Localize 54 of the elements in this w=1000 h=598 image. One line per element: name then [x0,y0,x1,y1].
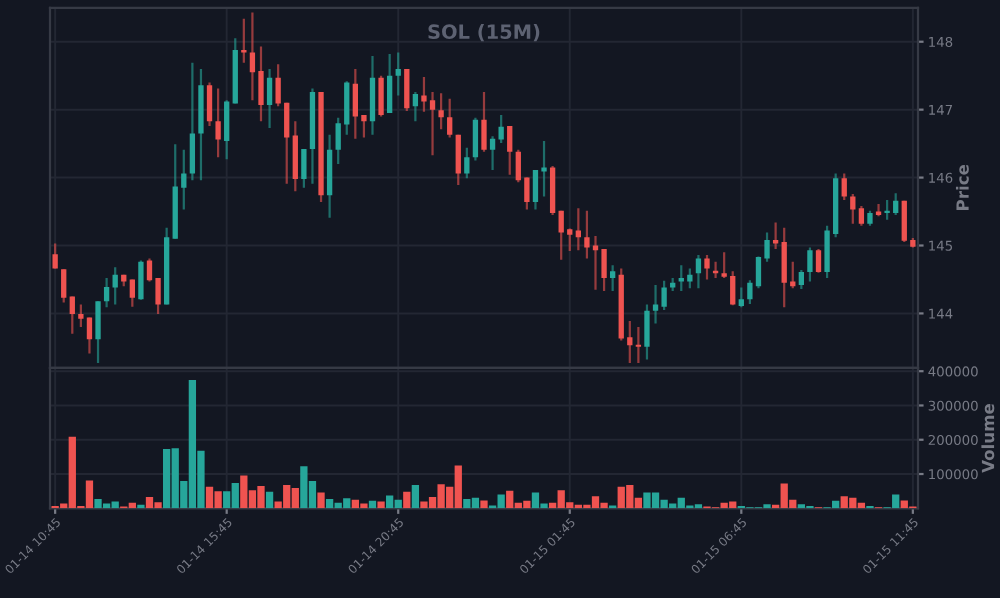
bar [506,490,514,509]
bar [591,496,600,509]
bar [531,492,540,509]
bar [85,480,94,509]
bar [617,486,625,509]
text: SOL (15M) [428,24,540,42]
bar [300,466,308,509]
bar [780,483,788,509]
bar [523,500,531,509]
bar [188,380,197,509]
bar [163,449,171,509]
bar [171,448,179,509]
bar [386,495,394,509]
bar [626,484,634,509]
bar [257,486,265,509]
bar [454,465,462,509]
bar [317,492,325,509]
bar [600,502,608,509]
bar [394,499,402,509]
bar [660,499,668,509]
bar [849,497,857,509]
bar [471,497,480,509]
bar [677,497,685,509]
bar [343,498,351,509]
bar [377,501,385,509]
y-axis-title: Price [955,164,969,210]
bar [111,501,119,509]
bar [325,499,334,509]
bar [145,496,154,509]
bar [437,484,445,509]
bar [231,482,239,509]
bar [94,499,102,509]
bar [360,503,368,509]
bar [729,501,737,509]
bar [403,491,411,509]
bar [214,491,222,509]
bar [497,494,505,509]
bar [840,496,848,509]
bar [291,488,299,509]
bar [265,491,274,509]
bar [223,491,231,509]
bar [900,500,908,509]
bar [411,484,420,509]
bar [643,492,651,509]
bar [480,500,488,509]
bar [420,501,428,509]
bar [557,490,565,509]
bar [154,502,162,509]
bar [240,475,248,509]
bar [463,499,471,509]
bar [283,484,291,509]
bar [205,486,214,509]
bar [651,492,660,509]
y-axis-title: Volume [981,404,995,473]
